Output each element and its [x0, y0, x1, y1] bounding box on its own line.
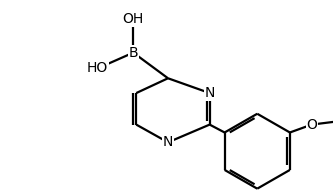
Text: N: N: [204, 86, 215, 100]
Text: N: N: [163, 135, 173, 149]
Text: O: O: [306, 118, 317, 132]
Text: B: B: [129, 46, 138, 60]
Text: HO: HO: [87, 61, 108, 75]
Text: OH: OH: [123, 12, 144, 26]
